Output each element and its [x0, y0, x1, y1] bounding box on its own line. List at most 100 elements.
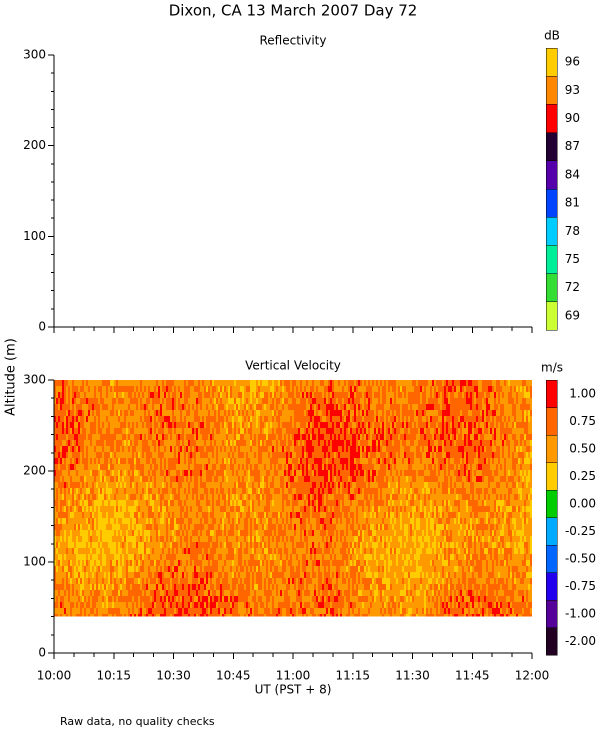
texture-cell [204, 536, 206, 542]
texture-cell [136, 524, 138, 530]
texture-cell [68, 506, 70, 512]
texture-cell [102, 572, 104, 578]
texture-cell [268, 608, 270, 614]
texture-cell [212, 584, 214, 590]
texture-cell [276, 578, 278, 584]
texture-cell [86, 608, 88, 614]
texture-cell [88, 602, 90, 608]
texture-cell [184, 566, 186, 572]
texture-cell [226, 584, 228, 590]
texture-cell [222, 422, 224, 428]
texture-cell [228, 590, 230, 596]
texture-cell [246, 380, 248, 386]
texture-cell [244, 416, 246, 422]
texture-cell [292, 464, 294, 470]
texture-cell [226, 506, 228, 512]
texture-cell [294, 386, 296, 392]
texture-cell [120, 416, 122, 422]
texture-cell [132, 494, 134, 500]
texture-cell [116, 512, 118, 518]
texture-cell [126, 464, 128, 470]
texture-cell [82, 410, 84, 416]
texture-cell [80, 584, 82, 590]
texture-cell [146, 614, 148, 617]
texture-cell [284, 566, 286, 572]
texture-cell [220, 386, 222, 392]
texture-cell [82, 386, 84, 392]
texture-cell [266, 500, 268, 506]
texture-cell [66, 584, 68, 590]
texture-cell [298, 596, 300, 602]
colorbar-tick-label: 78 [565, 224, 580, 238]
texture-cell [140, 500, 142, 506]
texture-cell [284, 404, 286, 410]
texture-cell [274, 434, 276, 440]
texture-cell [240, 602, 242, 608]
texture-cell [74, 584, 76, 590]
texture-cell [74, 530, 76, 536]
texture-cell [194, 590, 196, 596]
texture-cell [212, 560, 214, 566]
texture-cell [266, 518, 268, 524]
texture-cell [266, 398, 268, 404]
texture-cell [152, 452, 154, 458]
texture-cell [84, 530, 86, 536]
texture-cell [80, 536, 82, 542]
texture-cell [128, 398, 130, 404]
texture-cell [298, 428, 300, 434]
texture-cell [116, 602, 118, 608]
texture-cell [256, 392, 258, 398]
texture-cell [90, 596, 92, 602]
texture-cell [96, 464, 98, 470]
texture-cell [154, 596, 156, 602]
texture-cell [104, 530, 106, 536]
texture-cell [116, 548, 118, 554]
texture-cell [180, 440, 182, 446]
texture-cell [112, 428, 114, 434]
texture-cell [242, 494, 244, 500]
texture-cell [76, 422, 78, 428]
texture-cell [256, 404, 258, 410]
texture-cell [144, 614, 146, 617]
texture-cell [188, 572, 190, 578]
texture-cell [170, 566, 172, 572]
texture-cell [94, 476, 96, 482]
texture-cell [146, 476, 148, 482]
texture-cell [116, 596, 118, 602]
texture-cell [186, 464, 188, 470]
texture-cell [134, 596, 136, 602]
texture-cell [90, 542, 92, 548]
texture-cell [286, 602, 288, 608]
texture-cell [190, 404, 192, 410]
texture-cell [220, 398, 222, 404]
texture-cell [200, 482, 202, 488]
texture-cell [186, 566, 188, 572]
texture-cell [176, 434, 178, 440]
texture-cell [92, 614, 94, 617]
texture-cell [64, 554, 66, 560]
texture-cell [280, 602, 282, 608]
texture-cell [164, 500, 166, 506]
texture-cell [248, 440, 250, 446]
texture-cell [274, 500, 276, 506]
texture-cell [130, 446, 132, 452]
texture-cell [108, 422, 110, 428]
texture-cell [252, 476, 254, 482]
texture-cell [112, 602, 114, 608]
texture-cell [154, 422, 156, 428]
texture-cell [288, 578, 290, 584]
texture-cell [142, 596, 144, 602]
texture-cell [244, 548, 246, 554]
texture-cell [170, 518, 172, 524]
texture-cell [294, 422, 296, 428]
texture-cell [66, 422, 68, 428]
texture-cell [74, 590, 76, 596]
texture-cell [252, 578, 254, 584]
texture-cell [104, 440, 106, 446]
texture-cell [98, 542, 100, 548]
texture-cell [206, 506, 208, 512]
texture-cell [224, 458, 226, 464]
texture-cell [166, 584, 168, 590]
texture-cell [176, 464, 178, 470]
texture-cell [150, 410, 152, 416]
